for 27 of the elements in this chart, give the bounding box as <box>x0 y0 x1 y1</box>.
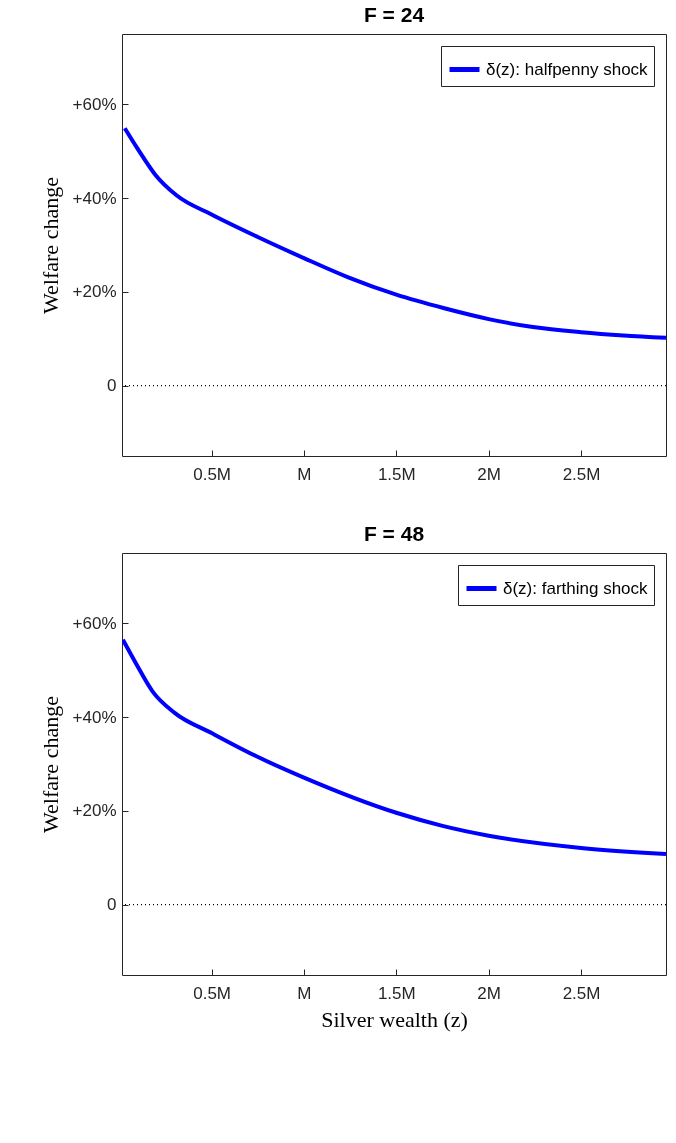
x-tick-label: 1.5M <box>377 983 416 1003</box>
y-tick-label: 0 <box>107 895 117 915</box>
y-tick-label: +20% <box>72 801 117 821</box>
x-tick-label: M <box>297 464 312 484</box>
line-series <box>122 637 666 857</box>
x-tick-label: 2.5M <box>562 464 601 484</box>
y-tick-label: +60% <box>72 94 117 114</box>
chart-title: F = 48 <box>363 522 425 545</box>
x-tick-label: 1.5M <box>377 464 416 484</box>
x-axis-title: Silver wealth (z) <box>321 1006 468 1032</box>
y-tick-label: +40% <box>72 188 117 208</box>
x-tick-label: 2.5M <box>562 983 601 1003</box>
y-tick-label: +40% <box>72 707 117 727</box>
chart-title: F = 24 <box>363 3 425 26</box>
legend-label: δ(z): farthing shock <box>503 578 649 598</box>
legend-label: δ(z): halfpenny shock <box>486 59 649 79</box>
y-tick-label: 0 <box>107 376 117 396</box>
x-tick-label: 2M <box>477 464 501 484</box>
y-tick-label: +20% <box>72 282 117 302</box>
line-series <box>122 126 666 340</box>
x-tick-label: 0.5M <box>193 464 231 484</box>
y-axis-title: Welfare change <box>37 177 63 314</box>
x-tick-label: M <box>297 983 312 1003</box>
x-tick-label: 2M <box>477 983 501 1003</box>
y-axis-title: Welfare change <box>37 696 63 833</box>
y-tick-label: +60% <box>72 613 117 633</box>
x-tick-label: 0.5M <box>193 983 231 1003</box>
